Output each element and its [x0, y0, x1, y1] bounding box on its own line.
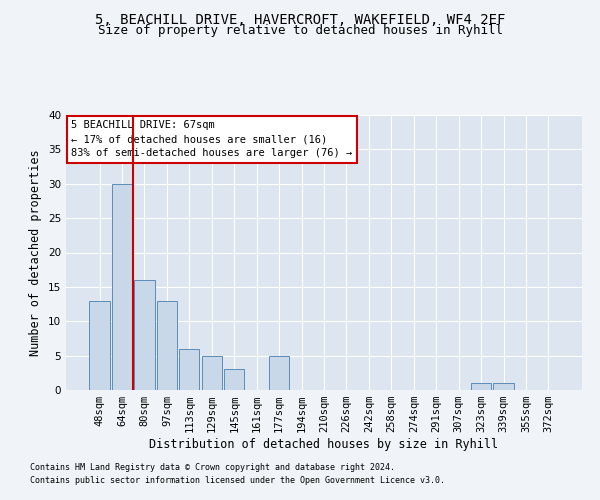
X-axis label: Distribution of detached houses by size in Ryhill: Distribution of detached houses by size … — [149, 438, 499, 451]
Text: Size of property relative to detached houses in Ryhill: Size of property relative to detached ho… — [97, 24, 503, 37]
Bar — [224, 370, 244, 390]
Bar — [202, 356, 222, 390]
Text: Contains public sector information licensed under the Open Government Licence v3: Contains public sector information licen… — [30, 476, 445, 485]
Text: 5 BEACHILL DRIVE: 67sqm
← 17% of detached houses are smaller (16)
83% of semi-de: 5 BEACHILL DRIVE: 67sqm ← 17% of detache… — [71, 120, 352, 158]
Bar — [269, 356, 289, 390]
Bar — [157, 300, 177, 390]
Y-axis label: Number of detached properties: Number of detached properties — [29, 149, 43, 356]
Text: 5, BEACHILL DRIVE, HAVERCROFT, WAKEFIELD, WF4 2EF: 5, BEACHILL DRIVE, HAVERCROFT, WAKEFIELD… — [95, 12, 505, 26]
Bar — [493, 383, 514, 390]
Bar — [179, 349, 199, 390]
Bar — [89, 300, 110, 390]
Bar — [471, 383, 491, 390]
Bar — [134, 280, 155, 390]
Text: Contains HM Land Registry data © Crown copyright and database right 2024.: Contains HM Land Registry data © Crown c… — [30, 464, 395, 472]
Bar — [112, 184, 132, 390]
